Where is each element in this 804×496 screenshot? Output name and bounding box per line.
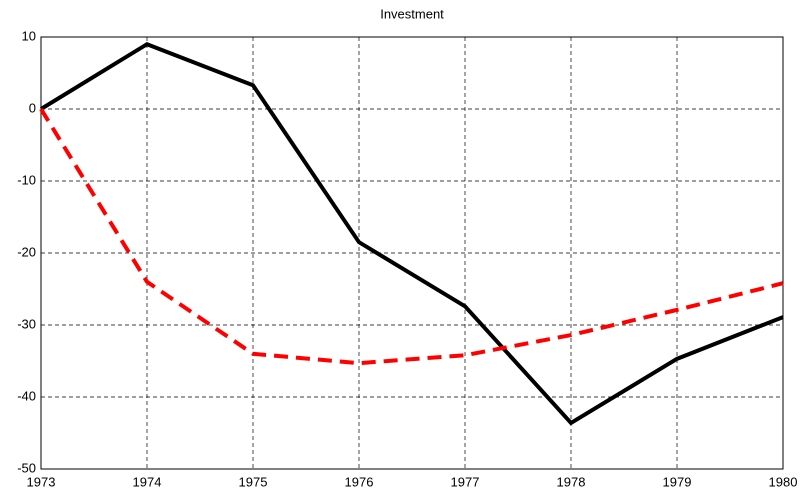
line-series	[39, 41, 784, 426]
x-tick-label: 1974	[133, 474, 162, 489]
line-series	[39, 107, 784, 366]
y-tick-label: -10	[17, 172, 36, 187]
x-tick-label: 1975	[239, 474, 268, 489]
x-tick-label: 1978	[557, 474, 586, 489]
y-tick-label: 10	[22, 28, 36, 43]
y-tick-label: -40	[17, 388, 36, 403]
x-tick-label: 1980	[769, 474, 798, 489]
chart-title: Investment	[380, 6, 444, 21]
x-tick-label: 1976	[345, 474, 374, 489]
x-tick-label: 1977	[451, 474, 480, 489]
x-tick-label: 1973	[27, 474, 56, 489]
plot-frame	[40, 36, 784, 470]
y-tick-label: -30	[17, 316, 36, 331]
x-tick-label: 1979	[663, 474, 692, 489]
y-tick-label: -50	[17, 460, 36, 475]
y-tick-label: -20	[17, 244, 36, 259]
y-tick-label: 0	[29, 100, 36, 115]
